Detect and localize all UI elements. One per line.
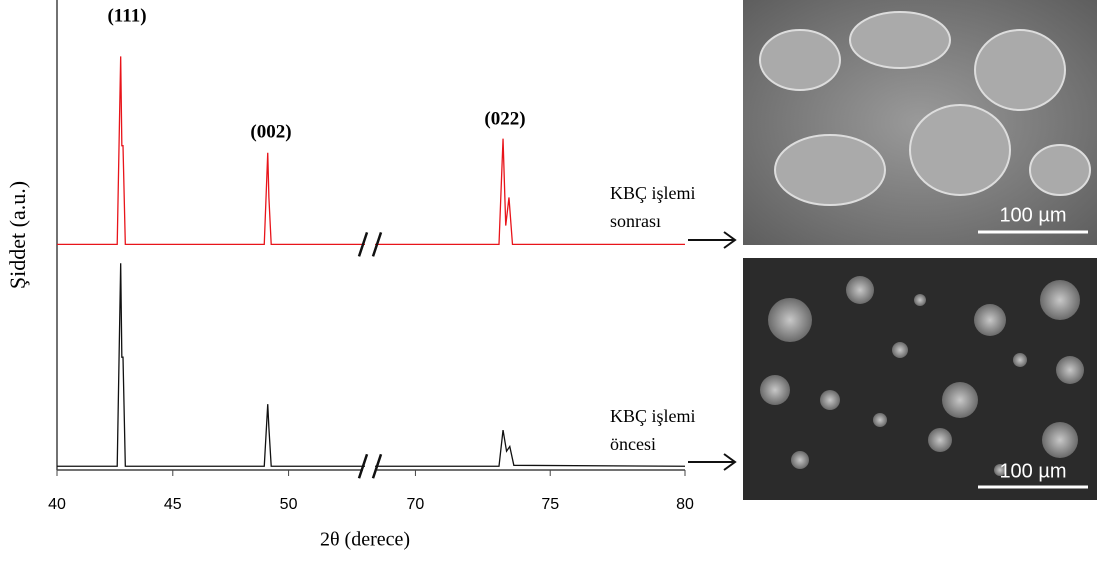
y-axis-title: Şiddet (a.u.) [5, 181, 30, 289]
series-line [57, 56, 685, 246]
x-tick-label: 80 [676, 496, 694, 513]
peak-label: (022) [484, 108, 525, 129]
series-label: KBÇ işlemi öncesi [610, 406, 696, 454]
x-axis-title: 2θ (derece) [320, 529, 410, 551]
x-tick-label: 50 [280, 496, 298, 513]
axis-break [357, 453, 383, 479]
peak-label: (111) [107, 5, 146, 26]
sem-particles [760, 276, 1084, 476]
x-tick-label: 75 [541, 496, 559, 513]
arrow [688, 231, 737, 471]
series-label: KBÇ işlemi sonrası [610, 183, 696, 231]
x-tick-label: 40 [48, 496, 66, 513]
scale-label: 100 µm [999, 460, 1066, 482]
scale-label: 100 µm [999, 204, 1066, 226]
series-line [57, 263, 686, 467]
axis-break [357, 232, 383, 257]
sem-texture [759, 11, 1091, 206]
x-tick-label: 70 [407, 496, 425, 513]
x-tick-label: 45 [164, 496, 182, 513]
peak-label: (002) [250, 121, 291, 142]
